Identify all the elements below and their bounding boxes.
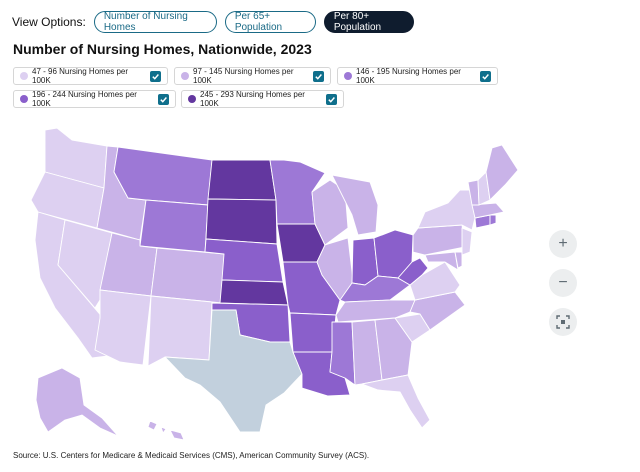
state-ri[interactable] — [489, 214, 497, 226]
checkbox-checked-icon[interactable] — [313, 70, 324, 82]
state-tx[interactable] — [164, 309, 303, 433]
state-fl[interactable] — [361, 374, 431, 429]
checkbox-checked-icon[interactable] — [158, 93, 169, 105]
source-note: Source: U.S. Centers for Medicare & Medi… — [13, 451, 370, 460]
state-ak[interactable] — [35, 367, 119, 437]
state-co[interactable] — [150, 247, 226, 304]
zoom-in-button[interactable]: + — [549, 230, 577, 258]
state-md[interactable] — [424, 251, 459, 271]
state-mt[interactable] — [113, 146, 213, 206]
view-button-per-80-population[interactable]: Per 80+ Population — [323, 11, 414, 33]
legend-swatch — [181, 72, 189, 80]
legend-item-146-195[interactable]: 146 - 195 Nursing Homes per 100K — [337, 67, 498, 85]
state-in[interactable] — [351, 237, 379, 286]
state-nj[interactable] — [461, 227, 473, 256]
state-nd[interactable] — [207, 159, 277, 201]
view-options-label: View Options: — [12, 15, 86, 29]
legend-item-47-96[interactable]: 47 - 96 Nursing Homes per 100K — [13, 67, 168, 85]
us-choropleth-map[interactable] — [0, 118, 530, 448]
state-mi[interactable] — [331, 174, 379, 236]
checkbox-checked-icon[interactable] — [150, 70, 161, 82]
legend-item-196-244[interactable]: 196 - 244 Nursing Homes per 100K — [13, 90, 176, 108]
state-ga[interactable] — [374, 317, 413, 381]
legend-item-97-145[interactable]: 97 - 145 Nursing Homes per 100K — [174, 67, 331, 85]
view-button-number-of-nursing-homes[interactable]: Number of Nursing Homes — [93, 11, 217, 33]
state-ar[interactable] — [289, 312, 337, 353]
state-wi[interactable] — [311, 179, 349, 246]
map-title: Number of Nursing Homes, Nationwide, 202… — [13, 41, 312, 57]
legend-label: 245 - 293 Nursing Homes per 100K — [200, 90, 305, 108]
legend-label: 47 - 96 Nursing Homes per 100K — [32, 67, 129, 85]
legend-item-245-293[interactable]: 245 - 293 Nursing Homes per 100K — [181, 90, 344, 108]
legend-swatch — [20, 95, 28, 103]
view-button-per-65-population[interactable]: Per 65+ Population — [224, 11, 316, 33]
state-sd[interactable] — [205, 198, 278, 245]
fit-to-screen-button[interactable] — [549, 308, 577, 336]
state-nv[interactable] — [57, 219, 113, 309]
state-nm[interactable] — [147, 295, 213, 367]
state-me[interactable] — [485, 144, 519, 201]
checkbox-checked-icon[interactable] — [480, 70, 491, 82]
zoom-out-button[interactable]: − — [549, 269, 577, 297]
state-or[interactable] — [30, 171, 105, 229]
state-wv[interactable] — [397, 257, 429, 286]
legend-swatch — [344, 72, 352, 80]
state-ny[interactable] — [417, 189, 476, 231]
legend-label: 146 - 195 Nursing Homes per 100K — [356, 67, 461, 85]
state-wy[interactable] — [139, 199, 209, 253]
checkbox-checked-icon[interactable] — [326, 93, 337, 105]
legend-swatch — [20, 72, 28, 80]
fit-to-screen-icon — [556, 315, 570, 329]
state-pa[interactable] — [412, 224, 466, 256]
legend-swatch — [188, 95, 196, 103]
state-ks[interactable] — [219, 279, 289, 306]
legend-label: 97 - 145 Nursing Homes per 100K — [193, 67, 294, 85]
view-options: View Options: Number of Nursing Homes Pe… — [12, 10, 422, 34]
state-ma[interactable] — [471, 202, 505, 219]
state-az[interactable] — [94, 289, 152, 366]
legend-label: 196 - 244 Nursing Homes per 100K — [32, 90, 137, 108]
state-hi[interactable] — [147, 420, 185, 441]
state-de[interactable] — [454, 251, 463, 269]
